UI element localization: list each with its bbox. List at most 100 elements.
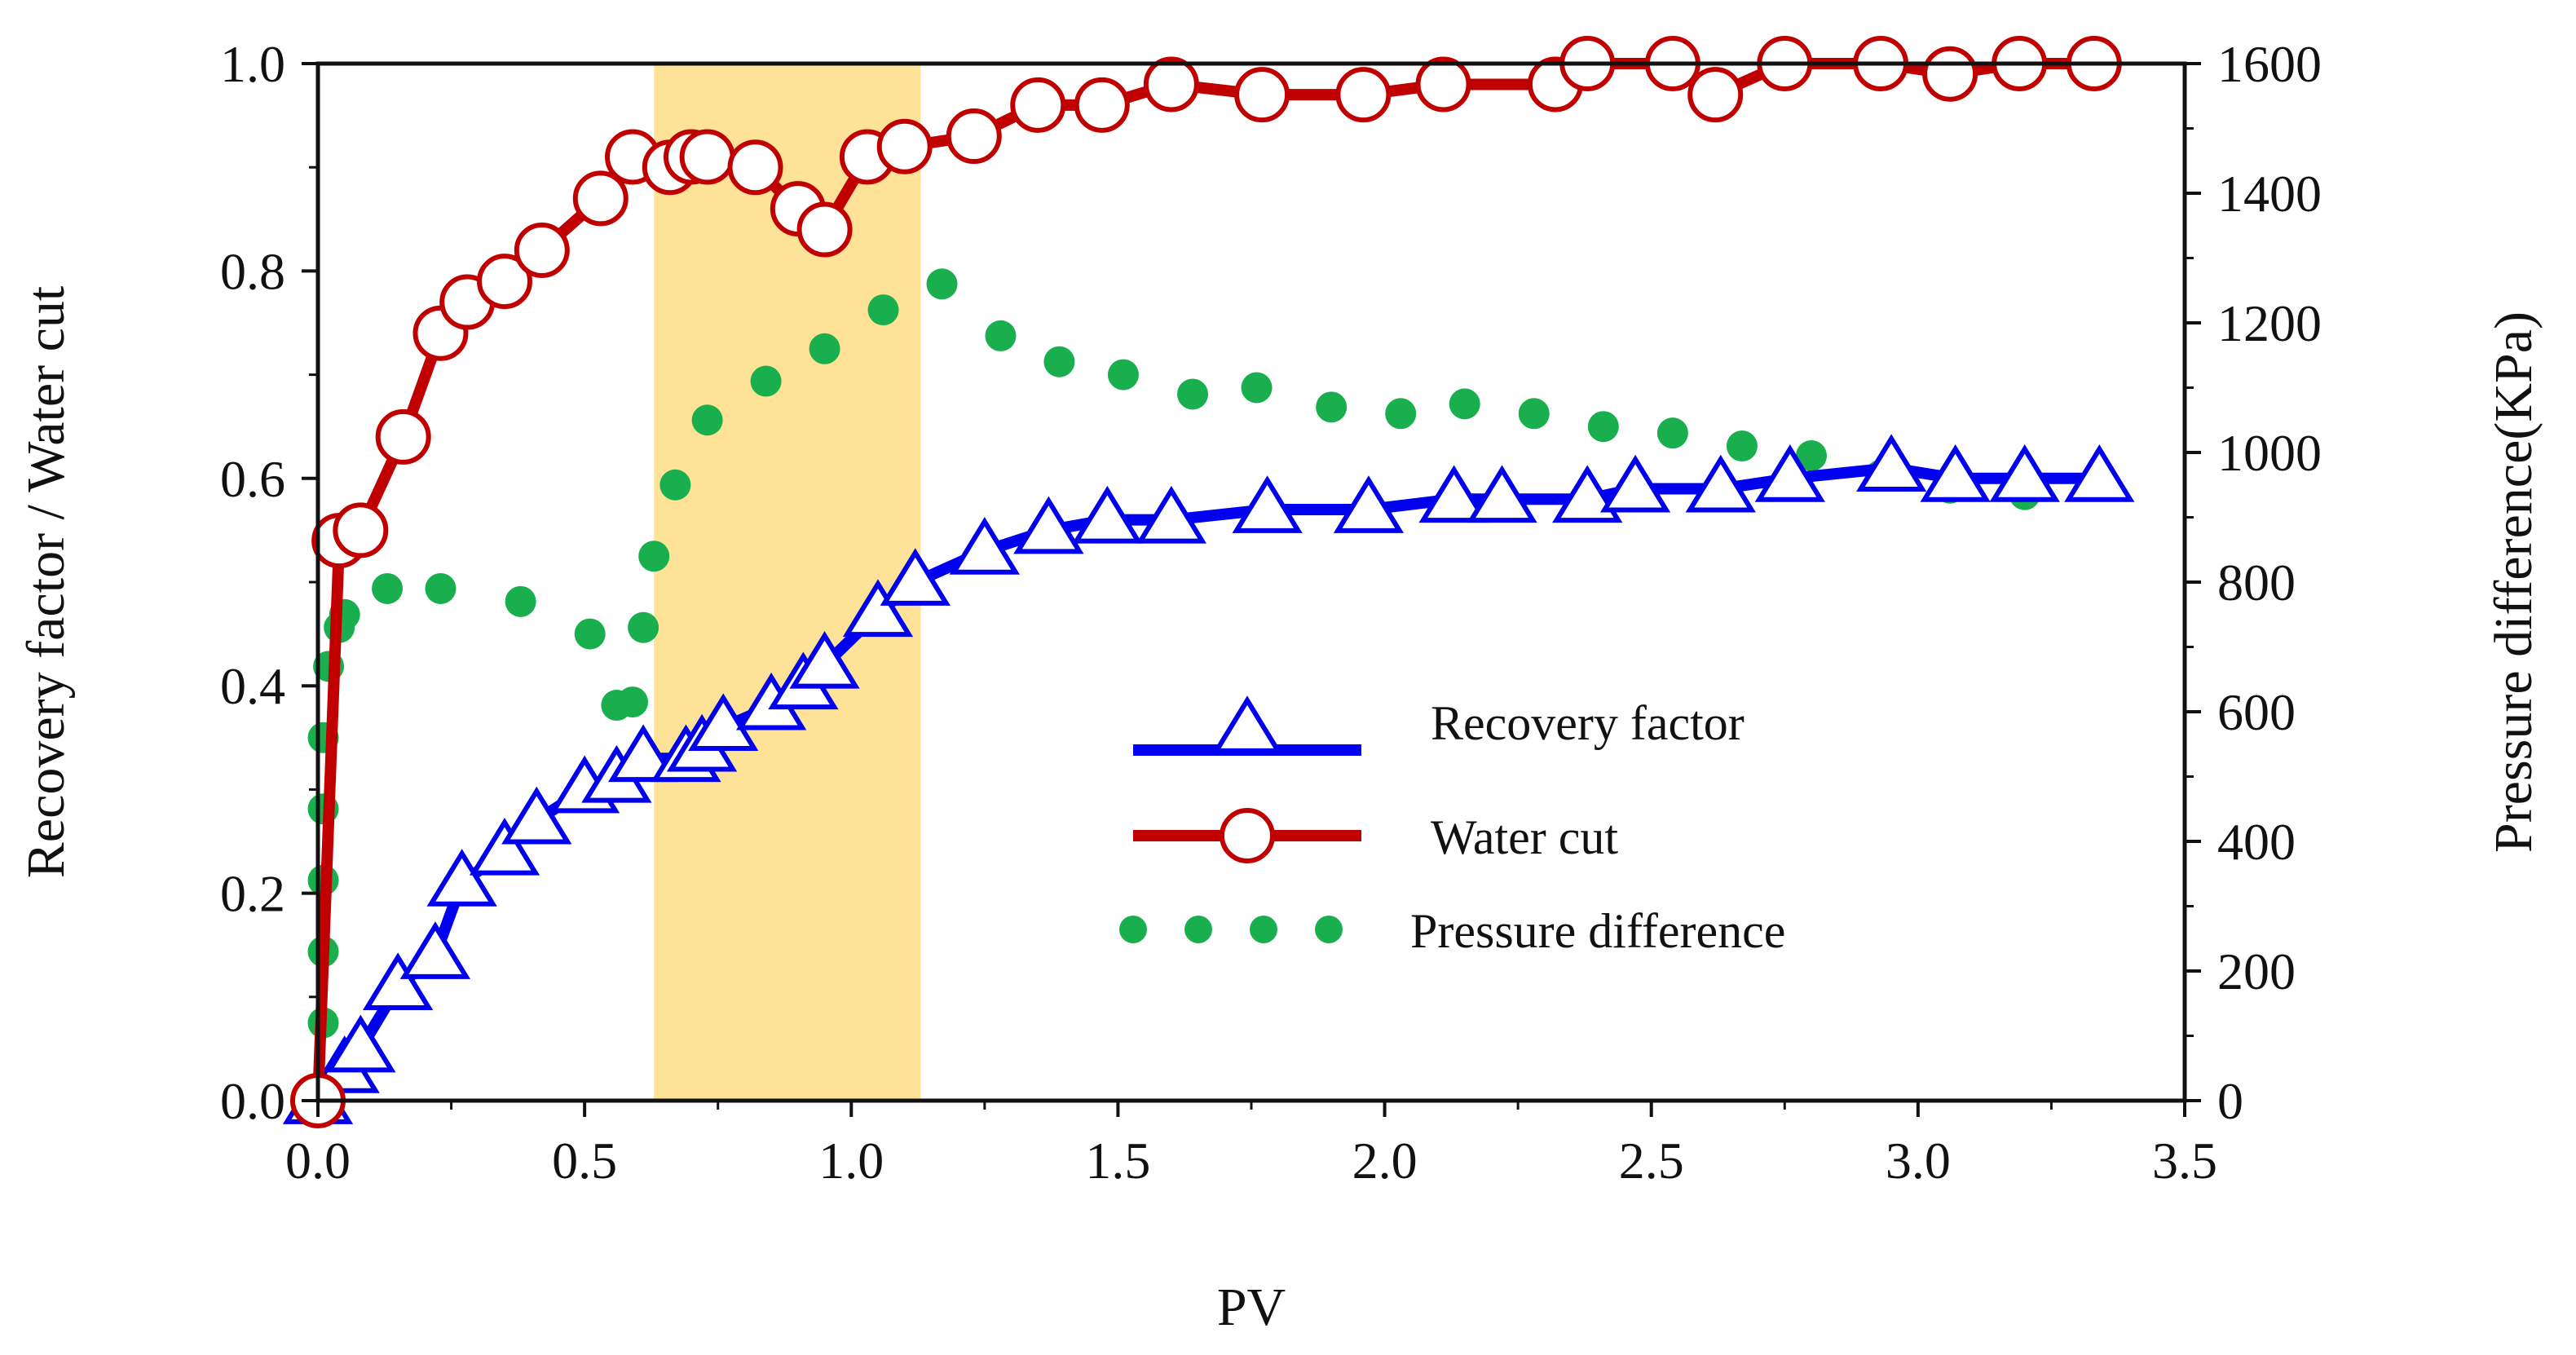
data-point-circle: [946, 108, 1002, 165]
series-water-cut: [290, 36, 2122, 1128]
x-tick-label: 0.5: [552, 1132, 617, 1189]
data-point-triangle: [426, 849, 497, 907]
x-tick-label: 3.0: [1886, 1132, 1951, 1189]
x-axis-title: PV: [1217, 1278, 1286, 1337]
series-recovery-factor: [282, 434, 2135, 1124]
data-point-dot: [1587, 411, 1619, 443]
data-point-triangle: [842, 579, 914, 638]
y2-tick-label: 400: [2217, 813, 2296, 871]
data-point-dot: [1518, 398, 1550, 430]
legend-circle-marker: [1220, 808, 1275, 863]
data-point-triangle: [607, 724, 679, 783]
data-point-triangle: [362, 952, 434, 1010]
legend-dot-marker: [1315, 916, 1343, 943]
x-tick-label: 3.5: [2152, 1132, 2217, 1189]
y2-tick-label: 1400: [2217, 165, 2322, 223]
data-point-triangle: [1013, 496, 1084, 554]
data-point-circle: [1074, 77, 1130, 133]
data-point-triangle: [469, 817, 540, 876]
y2-tick-label: 800: [2217, 554, 2296, 611]
data-point-circle: [876, 118, 933, 174]
data-point-dot: [505, 585, 536, 617]
y-tick-label: 1.0: [220, 35, 285, 93]
data-point-dot: [617, 686, 649, 718]
data-point-circle: [1010, 77, 1066, 133]
data-point-dot: [926, 268, 958, 300]
data-point-circle: [477, 254, 532, 310]
data-point-dot: [628, 611, 659, 643]
legend-dot-marker: [1119, 916, 1147, 943]
data-point-triangle: [501, 786, 572, 845]
y-tick-label: 0.4: [220, 657, 285, 715]
x-tick-label: 0.0: [285, 1132, 351, 1189]
data-point-circle: [1415, 56, 1471, 113]
data-point-dot: [867, 294, 899, 326]
data-point-dot: [985, 320, 1017, 351]
y2-axis-title: Pressure difference(KPa): [2484, 311, 2543, 853]
data-point-triangle: [325, 1014, 396, 1073]
data-point-circle: [514, 222, 570, 278]
legend-triangle-marker: [1211, 695, 1283, 753]
series-pressure-difference: [302, 268, 2040, 1116]
data-point-triangle: [1989, 444, 2060, 502]
y-tick-label: 0.6: [220, 450, 285, 508]
x-tick-label: 1.5: [1085, 1132, 1150, 1189]
data-point-circle: [1335, 67, 1392, 123]
legend-label: Recovery factor: [1431, 696, 1745, 750]
data-point-dot: [1043, 346, 1075, 377]
data-point-dot: [1796, 439, 1827, 471]
data-point-triangle: [1418, 465, 1489, 523]
ticks-layer: 0.0 0.5 1.0 1.5 2.0 2.5 3.0 3.5 0.0 0.2 0.4 0.6 0.8 1…: [220, 35, 2322, 1189]
data-point-triangle: [1072, 485, 1143, 544]
data-point-triangle: [1552, 465, 1623, 523]
y-axis-title: Recovery factor / Water cut: [16, 286, 76, 878]
data-point-dot: [425, 572, 457, 604]
y2-tick-label: 1600: [2217, 35, 2322, 93]
data-point-triangle: [1467, 465, 1537, 523]
data-point-triangle: [1685, 454, 1756, 513]
data-point-triangle: [1599, 454, 1671, 513]
data-point-circle: [1922, 46, 1978, 102]
data-point-circle: [333, 502, 389, 558]
data-point-triangle: [1136, 485, 1207, 544]
data-point-triangle: [789, 631, 860, 689]
y-tick-label: 0.8: [220, 242, 285, 300]
y-tick-label: 0.0: [220, 1072, 285, 1130]
data-point-dot: [1385, 398, 1417, 430]
data-point-triangle: [1754, 444, 1825, 502]
y2-tick-label: 1200: [2217, 294, 2322, 352]
y2-tick-label: 600: [2217, 683, 2296, 741]
data-point-dot: [372, 572, 404, 604]
y2-tick-label: 200: [2217, 942, 2296, 1000]
data-point-dot: [638, 541, 670, 572]
legend-label: Pressure difference: [1410, 904, 1785, 958]
data-point-circle: [1687, 67, 1744, 123]
data-point-triangle: [1333, 475, 1405, 533]
x-tick-label: 2.5: [1619, 1132, 1684, 1189]
data-point-circle: [727, 139, 783, 196]
legend-label: Water cut: [1431, 810, 1618, 864]
y2-tick-label: 0: [2217, 1072, 2243, 1130]
data-point-dot: [1177, 378, 1209, 410]
data-point-dot: [809, 333, 840, 364]
y2-tick-label: 1000: [2217, 424, 2322, 482]
x-tick-label: 2.0: [1352, 1132, 1418, 1189]
data-point-triangle: [1232, 475, 1303, 533]
data-point-dot: [574, 618, 606, 650]
data-point-dot: [750, 365, 782, 397]
data-point-dot: [1107, 359, 1139, 391]
data-point-dot: [659, 469, 691, 501]
data-point-circle: [796, 201, 853, 258]
data-point-dot: [1241, 372, 1273, 404]
data-point-dot: [691, 404, 723, 436]
data-point-triangle: [1855, 434, 1927, 492]
data-point-dot: [1656, 417, 1688, 449]
x-tick-label: 1.0: [818, 1132, 884, 1189]
data-point-triangle: [2064, 444, 2135, 502]
data-point-triangle: [399, 921, 471, 979]
legend: Recovery factor Water cut Pressure differe…: [1119, 695, 1785, 958]
data-point-circle: [1143, 56, 1199, 113]
y-tick-label: 0.2: [220, 865, 285, 923]
data-point-dot: [1316, 391, 1348, 423]
